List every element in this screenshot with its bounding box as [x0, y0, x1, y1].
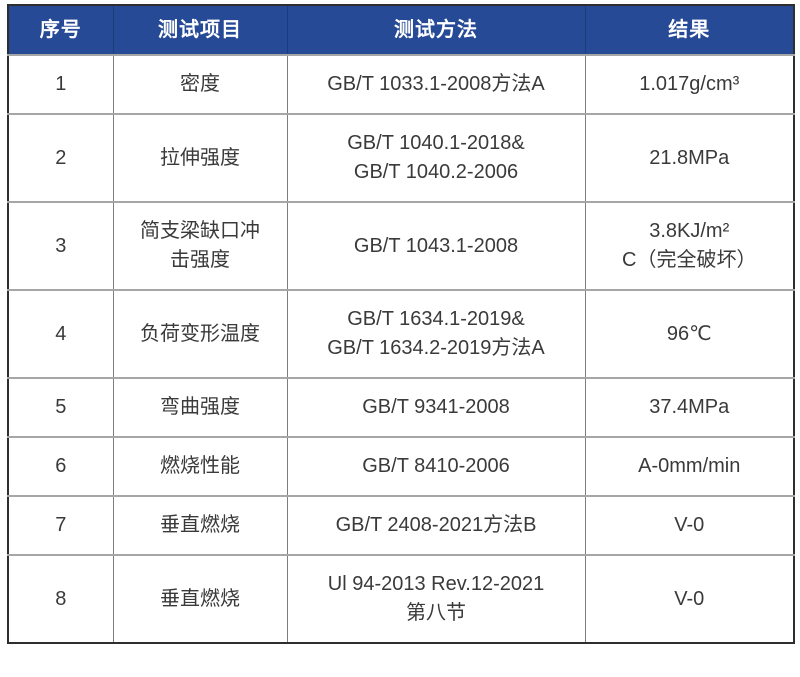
cell-test-item: 弯曲强度 — [112, 377, 287, 437]
cell-test-item: 简支梁缺口冲击强度 — [112, 201, 287, 290]
cell-result: V-0 — [584, 554, 794, 643]
cell-test-item: 密度 — [112, 55, 287, 114]
cell-test-item: 燃烧性能 — [112, 436, 287, 496]
table-row: 5 弯曲强度 GB/T 9341-2008 37.4MPa — [8, 377, 794, 437]
cell-index: 8 — [8, 554, 113, 643]
cell-index: 7 — [8, 495, 113, 555]
cell-test-method: GB/T 2408-2021方法B — [286, 495, 585, 555]
cell-test-item: 负荷变形温度 — [112, 289, 287, 378]
cell-index: 1 — [55, 73, 67, 95]
cell-result: A-0mm/min — [584, 436, 794, 496]
cell-index: 2 — [8, 113, 113, 202]
cell-test-method: Ul 94-2013 Rev.12-2021 第八节 — [286, 554, 585, 643]
cell-index: 6 — [8, 436, 113, 496]
cell-test-item: 拉伸强度 — [112, 113, 287, 202]
cell-test-method: GB/T 9341-2008 — [286, 377, 585, 437]
cell-test-method: GB/T 1634.1-2019& GB/T 1634.2-2019方法A — [286, 289, 585, 378]
cell-test-method: GB/T 1040.1-2018& GB/T 1040.2-2006 — [286, 113, 585, 202]
column-header-result: 结果 — [584, 5, 794, 56]
table-row: 6 燃烧性能 GB/T 8410-2006 A-0mm/min — [8, 436, 794, 496]
cell-test-item: 垂直燃烧 — [112, 495, 287, 555]
cell-index: 4 — [8, 289, 113, 378]
column-header-index: 序号 — [8, 5, 113, 56]
column-header-method: 测试方法 — [286, 5, 585, 56]
cell-result: V-0 — [584, 495, 794, 555]
cell-test-item: 垂直燃烧 — [112, 554, 287, 643]
cell-result: 1.017g/cm³ — [584, 55, 794, 114]
cell-result: 96℃ — [584, 289, 794, 378]
table-body: 1 密度 GB/T 1033.1-2008方法A 1.017g/cm³ 2 拉伸… — [8, 55, 794, 643]
table-row: 3 简支梁缺口冲击强度 GB/T 1043.1-2008 3.8KJ/m² C（… — [8, 201, 794, 290]
page: 序号 测试项目 测试方法 结果 1 密度 GB/T 1033.1-2008方法A… — [7, 4, 795, 644]
cell-result: 21.8MPa — [584, 113, 794, 202]
test-report-table: 序号 测试项目 测试方法 结果 1 密度 GB/T 1033.1-2008方法A… — [7, 4, 795, 644]
table-row: 8 垂直燃烧 Ul 94-2013 Rev.12-2021 第八节 V-0 — [8, 554, 794, 643]
table-row: 1 密度 GB/T 1033.1-2008方法A 1.017g/cm³ — [8, 55, 794, 114]
cell-result: 3.8KJ/m² C（完全破坏） — [584, 201, 794, 290]
table-row: 4 负荷变形温度 GB/T 1634.1-2019& GB/T 1634.2-2… — [8, 289, 794, 378]
cell-index: 3 — [8, 201, 113, 290]
column-header-item: 测试项目 — [112, 5, 287, 56]
cell-test-method: GB/T 1043.1-2008 — [286, 201, 585, 290]
cell-index: 5 — [8, 377, 113, 437]
cell-result: 37.4MPa — [584, 377, 794, 437]
table-row: 2 拉伸强度 GB/T 1040.1-2018& GB/T 1040.2-200… — [8, 113, 794, 202]
cell-test-method: GB/T 1033.1-2008方法A — [286, 55, 585, 114]
cell-test-method: GB/T 8410-2006 — [286, 436, 585, 496]
table-header-row: 序号 测试项目 测试方法 结果 — [8, 5, 794, 56]
table-row: 7 垂直燃烧 GB/T 2408-2021方法B V-0 — [8, 495, 794, 555]
